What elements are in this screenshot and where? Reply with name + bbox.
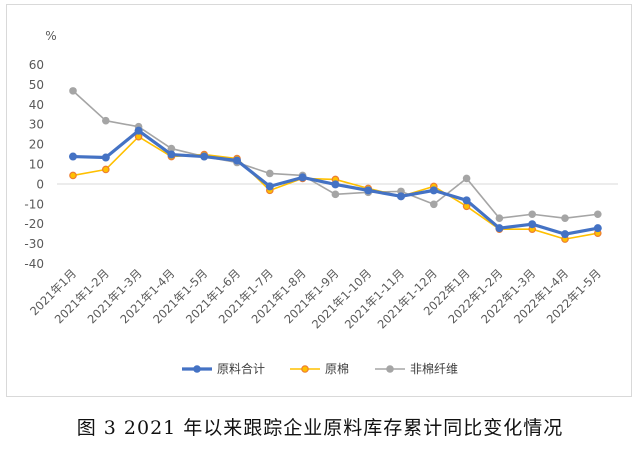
data-point xyxy=(200,152,209,161)
data-point xyxy=(594,210,602,219)
series-line-2 xyxy=(72,90,598,220)
data-point xyxy=(298,173,307,182)
unit-label: % xyxy=(45,29,56,43)
data-point xyxy=(561,214,569,223)
y-tick-label: -40 xyxy=(24,257,44,271)
data-point xyxy=(102,165,110,174)
y-tick-label: -20 xyxy=(24,217,44,231)
y-tick-label: 50 xyxy=(29,78,44,92)
y-tick-label: 20 xyxy=(29,138,44,152)
y-tick-label: -30 xyxy=(24,237,44,251)
legend-marker xyxy=(193,365,201,373)
y-axis-ticks: 60 50 40 30 20 10 0 -10 -20 -30 -40 xyxy=(24,58,44,271)
data-point xyxy=(69,152,77,161)
data-point xyxy=(266,169,274,178)
data-point xyxy=(397,192,405,201)
data-point xyxy=(364,186,373,195)
y-tick-label: 60 xyxy=(29,58,44,72)
data-point xyxy=(528,210,536,219)
y-tick-label: -10 xyxy=(24,197,44,211)
legend-label: 非棉纤维 xyxy=(410,362,458,376)
line-chart: % 60 50 40 30 20 10 0 -10 -20 -30 -40 2021年1月2021年… xyxy=(24,29,618,376)
data-point xyxy=(265,182,274,191)
data-point xyxy=(69,87,77,95)
data-point xyxy=(331,180,340,189)
data-point xyxy=(561,230,569,239)
legend-label: 原料合计 xyxy=(217,361,265,376)
legend-marker xyxy=(386,365,394,373)
data-point xyxy=(167,150,176,159)
data-point xyxy=(69,171,77,180)
y-tick-label: 0 xyxy=(36,177,44,191)
chart-frame xyxy=(6,4,632,397)
x-axis-ticks: 2021年1月2021年1-2月2021年1-3月2021年1-4月2021年1… xyxy=(27,266,604,331)
legend: 原料合计 原棉 非棉纤维 xyxy=(182,361,458,376)
data-point xyxy=(101,153,110,162)
data-point xyxy=(495,224,504,233)
data-point xyxy=(167,144,176,153)
data-point xyxy=(134,126,143,135)
data-point xyxy=(528,220,537,229)
data-point xyxy=(430,200,438,209)
data-point xyxy=(593,224,602,233)
data-point xyxy=(495,214,504,223)
data-point xyxy=(331,190,340,199)
data-point xyxy=(429,186,438,195)
series-lines xyxy=(69,87,602,243)
data-point xyxy=(233,156,241,165)
legend-marker xyxy=(301,365,309,373)
figure-caption: 图 3 2021 年以来跟踪企业原料库存累计同比变化情况 xyxy=(76,417,564,439)
y-tick-label: 40 xyxy=(29,98,44,112)
y-tick-label: 10 xyxy=(29,158,44,172)
data-point xyxy=(102,116,110,125)
legend-label: 原棉 xyxy=(325,362,349,376)
data-point xyxy=(462,196,471,205)
y-tick-label: 30 xyxy=(29,118,44,132)
data-point xyxy=(462,174,471,183)
